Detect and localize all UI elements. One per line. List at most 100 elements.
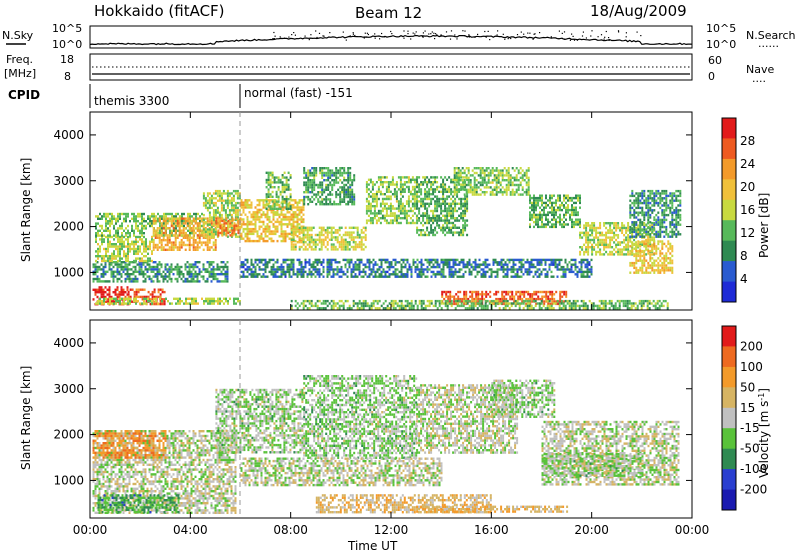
heatmap-cell: [277, 181, 280, 184]
heatmap-cell: [426, 190, 429, 193]
heatmap-cell: [438, 214, 441, 217]
heatmap-cell: [120, 280, 123, 283]
heatmap-cell: [226, 275, 229, 278]
heatmap-cell: [147, 297, 149, 300]
heatmap-cell: [667, 240, 670, 243]
heatmap-cell: [407, 200, 410, 203]
heatmap-cell: [109, 302, 111, 305]
heatmap-cell: [260, 225, 263, 228]
heatmap-cell: [637, 224, 640, 227]
heatmap-cell: [121, 234, 123, 237]
heatmap-cell: [125, 259, 127, 263]
heatmap-cell: [322, 261, 325, 264]
heatmap-cell: [315, 174, 318, 177]
heatmap-cell: [170, 243, 173, 247]
heatmap-cell: [471, 193, 474, 196]
heatmap-cell: [141, 224, 143, 228]
heatmap-cell: [264, 230, 267, 233]
heatmap-cell: [145, 227, 147, 230]
heatmap-cell: [661, 242, 664, 246]
heatmap-cell: [535, 204, 537, 207]
heatmap-cell: [385, 176, 388, 179]
heatmap-cell: [143, 227, 145, 230]
heatmap-cell: [290, 218, 293, 221]
heatmap-cell: [250, 232, 253, 236]
heatmap-cell: [623, 241, 626, 244]
heatmap-cell: [284, 261, 287, 264]
heatmap-cell: [285, 188, 288, 191]
heatmap-cell: [171, 212, 173, 216]
heatmap-cell: [215, 300, 217, 303]
heatmap-cell: [405, 212, 408, 215]
heatmap-cell: [387, 205, 390, 208]
heatmap-cell: [348, 248, 351, 251]
heatmap-cell: [349, 174, 352, 177]
nsearch-dot: [407, 33, 409, 35]
heatmap-cell: [303, 171, 306, 175]
heatmap-cell: [113, 224, 115, 228]
heatmap-cell: [242, 206, 245, 209]
heatmap-cell: [438, 185, 441, 189]
heatmap-cell: [254, 227, 257, 231]
heatmap-cell: [527, 186, 530, 189]
heatmap-cell: [284, 239, 287, 243]
heatmap-cell: [107, 240, 109, 243]
heatmap-cell: [114, 288, 117, 291]
heatmap-cell: [347, 203, 350, 206]
heatmap-cell: [294, 213, 297, 216]
heatmap-cell: [413, 202, 416, 205]
heatmap-cell: [222, 230, 225, 234]
heatmap-cell: [186, 277, 189, 281]
heatmap-cell: [436, 224, 439, 227]
heatmap-cell: [643, 254, 646, 258]
heatmap-cell: [124, 263, 127, 266]
heatmap-cell: [611, 231, 614, 234]
heatmap-cell: [242, 220, 245, 224]
heatmap-cell: [288, 275, 291, 278]
heatmap-cell: [216, 209, 219, 212]
heatmap-cell: [239, 227, 242, 230]
heatmap-cell: [302, 275, 305, 278]
heatmap-cell: [141, 215, 143, 218]
heatmap-cell: [442, 224, 445, 227]
heatmap-cell: [246, 199, 249, 202]
heatmap-cell: [661, 269, 664, 272]
heatmap-cell: [226, 261, 229, 264]
heatmap-cell: [452, 231, 455, 234]
heatmap-cell: [346, 241, 349, 244]
heatmap-cell: [187, 302, 189, 305]
heatmap-cell: [381, 197, 384, 201]
heatmap-cell: [581, 246, 584, 249]
heatmap-cell: [178, 222, 181, 225]
heatmap-cell: [303, 181, 306, 184]
heatmap-cell: [139, 222, 141, 225]
heatmap-cell: [311, 200, 314, 203]
heatmap-cell: [217, 222, 220, 225]
heatmap-cell: [495, 167, 498, 170]
heatmap-cell: [426, 209, 429, 213]
heatmap-cell: [513, 191, 516, 194]
heatmap-cell: [381, 183, 384, 186]
heatmap-cell: [112, 277, 115, 281]
heatmap-cell: [448, 221, 451, 225]
heatmap-cell: [383, 181, 386, 184]
heatmap-cell: [389, 214, 392, 217]
heatmap-cell: [296, 227, 299, 231]
heatmap-cell: [174, 229, 177, 232]
heatmap-cell: [97, 217, 99, 220]
heatmap-cell: [180, 217, 183, 220]
heatmap-cell: [466, 224, 469, 227]
heatmap-cell: [206, 243, 209, 247]
heatmap-cell: [339, 167, 342, 170]
heatmap-cell: [399, 181, 402, 184]
heatmap-cell: [430, 183, 433, 186]
heatmap-cell: [460, 233, 463, 237]
heatmap-cell: [430, 219, 433, 222]
heatmap-cell: [224, 199, 227, 202]
heatmap-cell: [371, 212, 374, 215]
nsearch-dot: [318, 32, 321, 34]
heatmap-cell: [161, 227, 163, 230]
heatmap-cell: [246, 218, 249, 221]
heatmap-cell: [525, 171, 528, 175]
heatmap-cell: [455, 183, 458, 187]
